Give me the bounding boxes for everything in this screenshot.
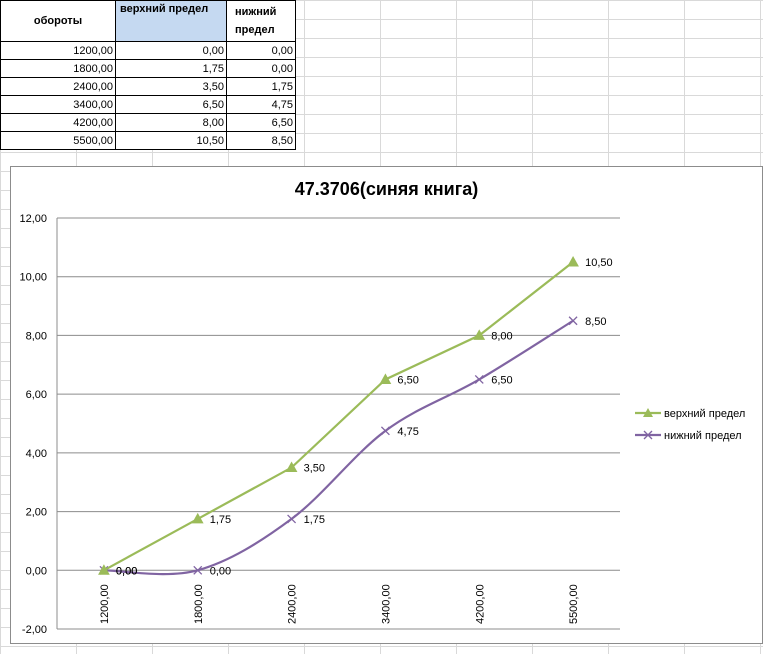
data-label: 8,50 xyxy=(585,316,606,328)
legend-label: нижний предел xyxy=(664,430,742,442)
table-cell[interactable]: 1,75 xyxy=(115,59,227,78)
table-cell[interactable]: 1200,00 xyxy=(0,41,116,60)
table-cell[interactable]: 1,75 xyxy=(226,77,296,96)
y-tick-label: 0,00 xyxy=(26,565,47,577)
data-point-x xyxy=(568,316,578,326)
chart-title: 47.3706(синяя книга) xyxy=(294,179,479,199)
data-label: 6,50 xyxy=(397,374,418,386)
table-cell[interactable]: 3,50 xyxy=(115,77,227,96)
data-point-x xyxy=(287,514,297,524)
table-cell[interactable]: 4200,00 xyxy=(0,113,116,132)
data-label: 0,00 xyxy=(116,565,137,577)
x-tick-label: 1800,00 xyxy=(193,584,205,624)
data-label: 8,00 xyxy=(491,330,512,342)
y-tick-label: -2,00 xyxy=(22,624,47,636)
data-point-x xyxy=(380,426,390,436)
table-cell[interactable]: 6,50 xyxy=(226,113,296,132)
series-line xyxy=(103,261,574,572)
data-point-triangle xyxy=(98,564,110,575)
table-cell[interactable]: 4,75 xyxy=(226,95,296,114)
table-cell[interactable]: 0,00 xyxy=(226,59,296,78)
legend-marker xyxy=(643,408,653,417)
x-tick-label: 2400,00 xyxy=(287,584,299,624)
table-cell[interactable]: 10,50 xyxy=(115,131,227,150)
data-label: 3,50 xyxy=(304,463,325,475)
table-header-row: обороты верхний предел нижний предел xyxy=(0,0,296,42)
x-tick-label: 4200,00 xyxy=(474,584,486,624)
x-tick-label: 3400,00 xyxy=(380,584,392,624)
y-tick-label: 4,00 xyxy=(26,448,47,460)
data-label: 10,50 xyxy=(585,257,613,269)
table-row: 2400,00 3,50 1,75 xyxy=(0,77,296,96)
data-label: 0,00 xyxy=(210,565,231,577)
header-lower-limit[interactable]: нижний предел xyxy=(226,0,296,42)
data-label: 6,50 xyxy=(491,374,512,386)
data-point-x xyxy=(474,375,484,384)
series-line xyxy=(103,319,574,576)
data-point-triangle xyxy=(191,512,204,524)
table-row: 5500,00 10,50 8,50 xyxy=(0,131,296,150)
data-point-triangle xyxy=(379,373,392,384)
y-tick-label: 2,00 xyxy=(26,507,47,519)
table-cell[interactable]: 0,00 xyxy=(226,41,296,60)
header-oboroty[interactable]: обороты xyxy=(0,0,116,42)
data-label: 0,00 xyxy=(116,565,137,577)
data-table: обороты верхний предел нижний предел 120… xyxy=(0,0,296,150)
y-tick-label: 12,00 xyxy=(19,213,47,225)
table-cell[interactable]: 3400,00 xyxy=(0,95,116,114)
header-upper-limit[interactable]: верхний предел xyxy=(115,0,227,42)
table-cell[interactable]: 0,00 xyxy=(115,41,227,60)
line-chart: -2,00 0,00 2,00 4,00 6,00 8,00 10,00 12,00 1200,… xyxy=(19,213,745,636)
table-cell[interactable]: 8,00 xyxy=(115,113,227,132)
data-point-x xyxy=(193,565,203,575)
data-label: 1,75 xyxy=(210,514,231,526)
data-point-triangle xyxy=(473,329,486,340)
table-cell[interactable]: 2400,00 xyxy=(0,77,116,96)
data-label: 4,75 xyxy=(397,426,418,438)
table-row: 1800,00 1,75 0,00 xyxy=(0,59,296,78)
x-tick-label: 5500,00 xyxy=(568,584,580,624)
x-tick-label: 1200,00 xyxy=(99,584,111,624)
table-cell[interactable]: 1800,00 xyxy=(0,59,116,78)
table-cell[interactable]: 8,50 xyxy=(226,131,296,150)
table-row: 1200,00 0,00 0,00 xyxy=(0,41,296,60)
y-tick-label: 6,00 xyxy=(26,389,47,401)
header-lower-limit-line2: предел xyxy=(235,24,275,36)
data-point-triangle xyxy=(567,256,579,267)
table-cell[interactable]: 6,50 xyxy=(115,95,227,114)
header-lower-limit-line1: нижний xyxy=(235,6,277,18)
legend-label: верхний предел xyxy=(664,408,745,420)
table-row: 4200,00 8,00 6,50 xyxy=(0,113,296,132)
table-cell[interactable]: 5500,00 xyxy=(0,131,116,150)
chart-area[interactable]: 47.3706(синяя книга) -2,00 0,00 2,00 4,00 6,… xyxy=(10,166,763,644)
y-tick-label: 8,00 xyxy=(26,330,47,342)
legend-marker xyxy=(643,430,653,440)
data-label: 1,75 xyxy=(304,514,325,526)
table-row: 3400,00 6,50 4,75 xyxy=(0,95,296,114)
data-point-triangle xyxy=(285,461,298,473)
y-tick-label: 10,00 xyxy=(19,272,47,284)
